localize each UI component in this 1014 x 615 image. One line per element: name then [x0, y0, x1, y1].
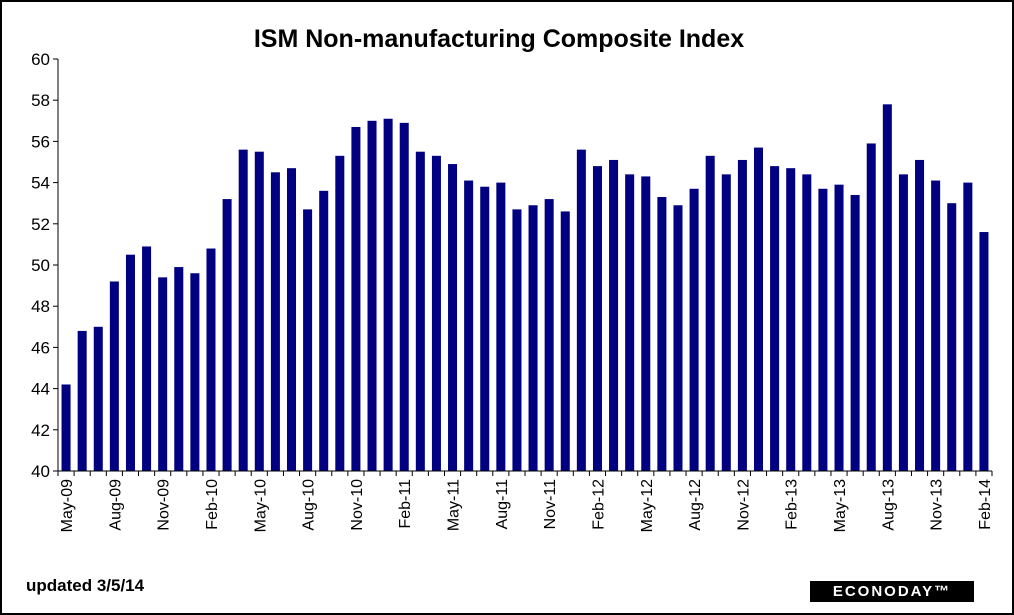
x-axis: May-09 Aug-09 Nov-09 Feb-10 May-10 Aug-10 Nov-…: [57, 470, 994, 532]
bar-Jun-10: [270, 172, 280, 472]
bar-Mar-13: [802, 174, 812, 472]
y-tick-label: 44: [31, 380, 50, 399]
y-tick-label: 50: [31, 256, 50, 275]
bar-Dec-13: [947, 203, 957, 471]
bar-Dec-11: [560, 211, 570, 471]
x-tick-label: Feb-13: [784, 479, 801, 530]
bar-May-09: [61, 384, 71, 471]
y-tick-label: 48: [31, 297, 50, 316]
x-tick-label: May-12: [639, 479, 656, 532]
x-tick-label: Nov-11: [542, 479, 559, 529]
x-tick-label: Feb-14: [977, 479, 994, 530]
bar-Jan-10: [190, 273, 200, 471]
x-tick-label: Nov-13: [929, 479, 946, 531]
x-tick-label: Feb-10: [204, 479, 221, 530]
x-tick-label: Aug-10: [301, 479, 318, 531]
bar-Oct-11: [528, 205, 538, 471]
bar-Mar-12: [609, 159, 619, 471]
bar-May-10: [254, 151, 264, 471]
bar-Apr-12: [625, 174, 635, 472]
bar-Sep-13: [898, 174, 908, 472]
bar-Sep-09: [125, 254, 135, 471]
y-tick-label: 56: [31, 132, 50, 151]
bar-Jan-13: [770, 166, 780, 471]
x-tick-label: May-09: [59, 479, 76, 532]
bar-Nov-10: [351, 126, 361, 471]
chart-title: ISM Non-manufacturing Composite Index: [254, 25, 744, 53]
bar-Jun-13: [850, 194, 860, 471]
y-tick-label: 46: [31, 338, 50, 357]
bar-Feb-12: [592, 166, 602, 471]
bar-Jul-13: [866, 143, 876, 471]
bar-Apr-13: [818, 188, 828, 471]
x-tick-label: Feb-11: [397, 479, 414, 529]
bar-Nov-11: [544, 199, 554, 471]
x-tick-label: Aug-12: [687, 479, 704, 531]
bar-Sep-10: [319, 190, 329, 471]
bar-Oct-12: [721, 174, 731, 472]
bar-Nov-09: [158, 277, 168, 471]
bar-Aug-10: [303, 209, 313, 471]
updated-date: updated 3/5/14: [26, 576, 145, 595]
bar-Sep-11: [512, 209, 522, 471]
bar-Jul-09: [93, 326, 103, 471]
bar-Mar-10: [222, 199, 232, 471]
bar-Oct-09: [142, 246, 152, 471]
x-tick-label: Aug-09: [107, 479, 124, 531]
x-tick-label: Nov-10: [349, 479, 366, 531]
bar-Apr-11: [431, 155, 441, 471]
bar-May-11: [448, 164, 458, 471]
x-tick-label: May-11: [446, 479, 463, 531]
y-tick-label: 60: [31, 50, 50, 69]
bar-Dec-09: [174, 267, 184, 471]
bar-Jun-09: [77, 330, 87, 471]
y-tick-label: 42: [31, 421, 50, 440]
y-tick-label: 52: [31, 215, 50, 234]
x-tick-label: Nov-12: [735, 479, 752, 531]
bar-Aug-13: [882, 104, 892, 471]
x-tick-label: Feb-12: [590, 479, 607, 530]
bar-Jan-12: [576, 149, 586, 471]
bar-Nov-12: [737, 159, 747, 471]
bars: [61, 104, 989, 472]
bar-May-13: [834, 184, 844, 471]
bar-Sep-12: [705, 155, 715, 471]
bar-Oct-13: [915, 159, 925, 471]
bar-Oct-10: [335, 155, 345, 471]
y-tick-label: 40: [31, 462, 50, 481]
bar-Apr-10: [238, 149, 248, 471]
bar-May-12: [641, 176, 651, 472]
bar-Feb-14: [979, 232, 989, 471]
bar-Feb-13: [786, 168, 796, 471]
bar-Jul-10: [286, 168, 297, 471]
bar-Dec-12: [753, 147, 764, 471]
bar-Mar-11: [415, 151, 425, 471]
bar-Feb-10: [206, 248, 216, 471]
bar-Feb-11: [399, 122, 409, 472]
x-tick-label: Aug-11: [494, 479, 511, 530]
y-tick-label: 54: [31, 174, 50, 193]
econoday-logo: ECONODAY™: [810, 581, 974, 602]
bar-Jun-12: [657, 197, 667, 471]
bar-Jan-11: [383, 118, 393, 472]
bar-Jan-14: [963, 182, 973, 471]
y-axis: 40 42 44 46 48 50 52 54 56 58 60: [31, 50, 59, 481]
bar-Dec-10: [367, 120, 377, 472]
bar-Aug-11: [496, 182, 506, 471]
x-tick-label: May-10: [252, 479, 269, 532]
bar-Jun-11: [464, 180, 474, 472]
y-tick-label: 58: [31, 91, 50, 110]
bar-Jul-12: [673, 205, 683, 471]
x-tick-label: May-13: [832, 479, 849, 532]
bar-Jul-11: [480, 186, 490, 471]
x-tick-label: Nov-09: [156, 479, 173, 531]
bar-Aug-09: [109, 281, 119, 471]
bar-Nov-13: [931, 180, 941, 472]
bar-Aug-12: [689, 188, 699, 471]
x-tick-label: Aug-13: [880, 479, 897, 531]
